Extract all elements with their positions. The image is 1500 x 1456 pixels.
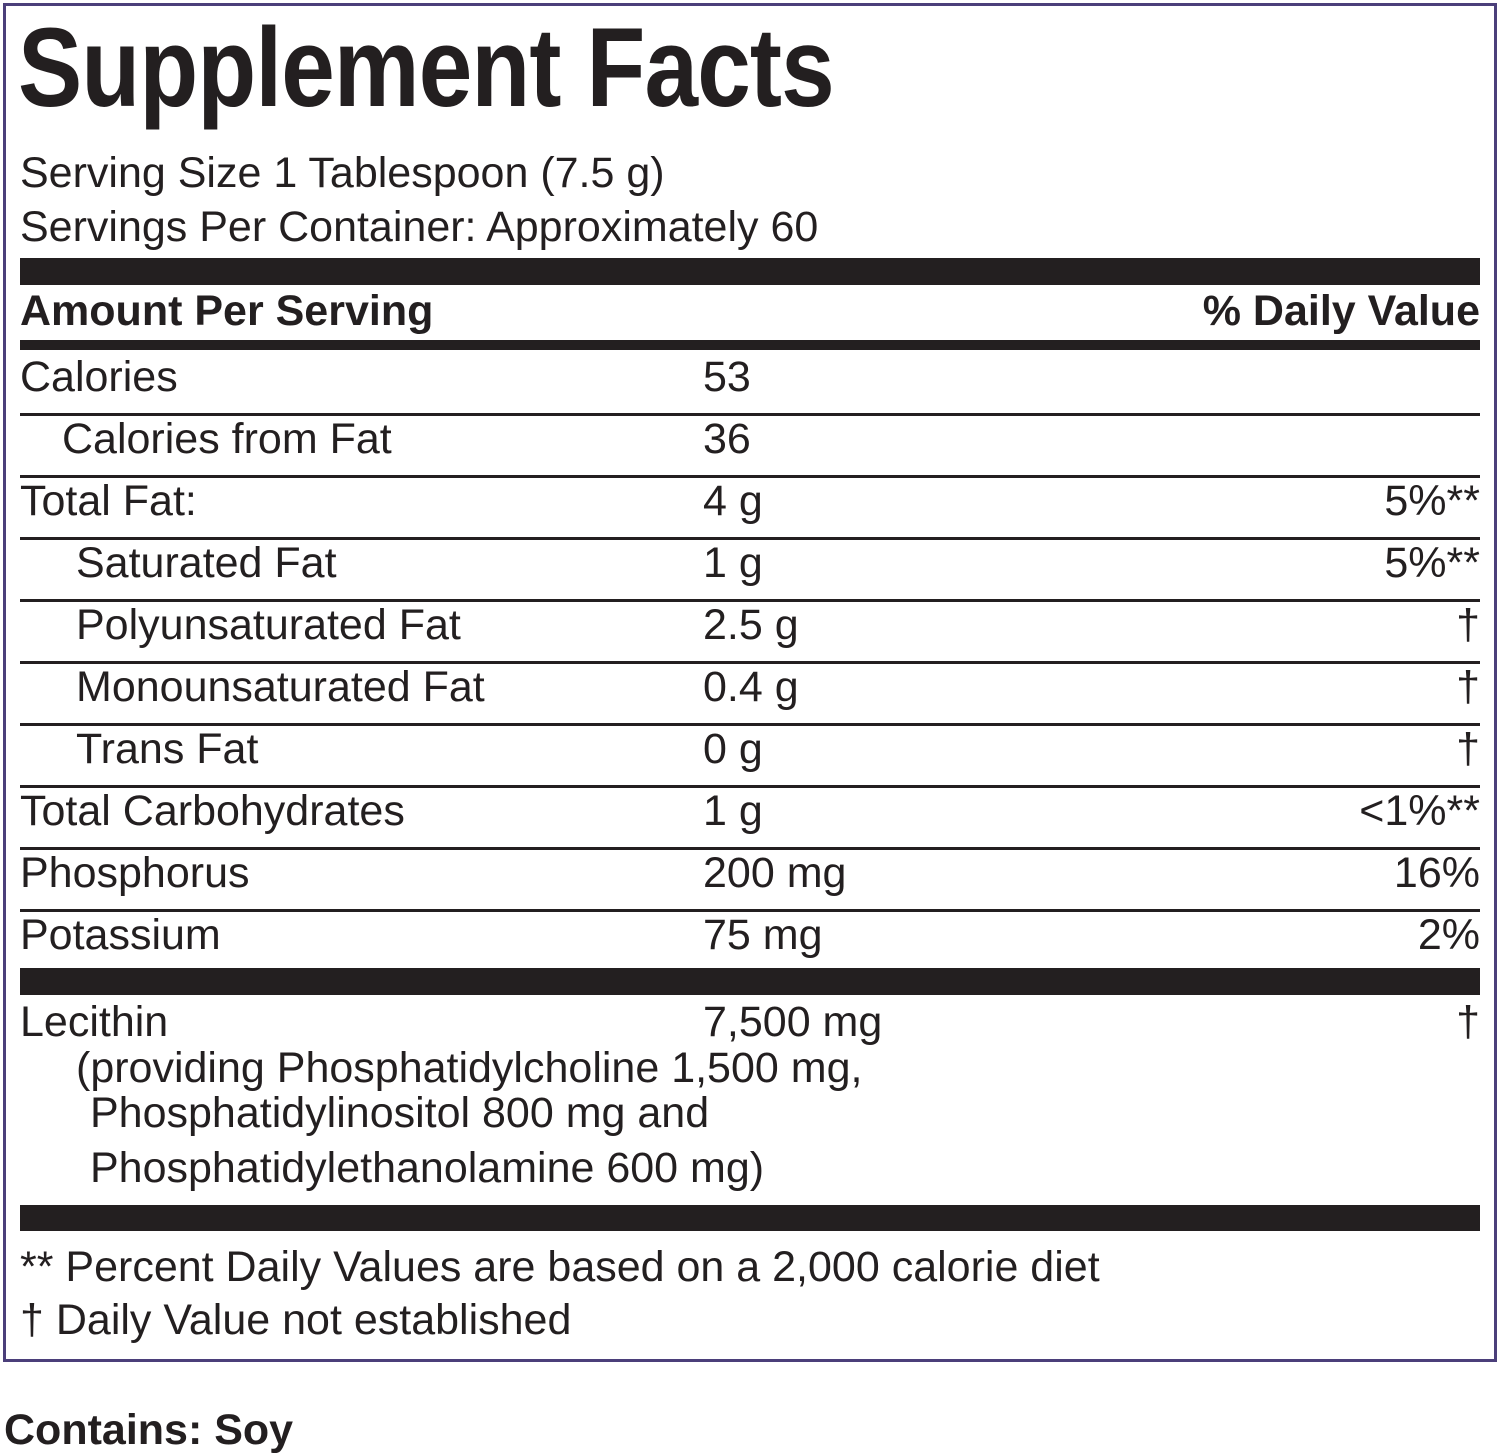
nutrient-name: Calories xyxy=(20,353,178,401)
nutrient-amount: 75 mg xyxy=(703,911,823,959)
nutrient-amount: 36 xyxy=(703,415,751,463)
thin-rule xyxy=(20,723,1480,726)
nutrient-amount: 0 g xyxy=(703,725,763,773)
nutrient-daily-value: † xyxy=(1456,601,1480,649)
lecithin-detail: Phosphatidylinositol 800 mg and xyxy=(90,1089,710,1137)
footnote: † Daily Value not established xyxy=(20,1296,572,1344)
thin-rule xyxy=(20,909,1480,912)
lecithin-name: Lecithin xyxy=(20,998,169,1046)
nutrient-name: Potassium xyxy=(20,911,221,959)
header-amount: Amount Per Serving xyxy=(20,287,434,335)
lecithin-amount: 7,500 mg xyxy=(703,998,883,1046)
nutrient-daily-value: <1%** xyxy=(1359,787,1480,835)
nutrient-amount: 200 mg xyxy=(703,849,847,897)
thick-rule xyxy=(20,968,1480,995)
thin-rule xyxy=(20,599,1480,602)
thin-rule xyxy=(20,661,1480,664)
title: Supplement Facts xyxy=(18,5,835,130)
nutrient-amount: 0.4 g xyxy=(703,663,799,711)
nutrient-amount: 1 g xyxy=(703,787,763,835)
thick-rule xyxy=(20,258,1480,285)
nutrient-name: Calories from Fat xyxy=(62,415,392,463)
nutrient-daily-value: 2% xyxy=(1417,911,1480,959)
thin-rule xyxy=(20,475,1480,478)
nutrient-daily-value: † xyxy=(1456,663,1480,711)
nutrient-daily-value: 5%** xyxy=(1384,477,1480,525)
thick-rule xyxy=(20,1205,1480,1231)
thin-rule xyxy=(20,537,1480,540)
label-frame xyxy=(3,3,1497,1362)
header-daily-value: % Daily Value xyxy=(1202,287,1480,335)
allergen-statement: Contains: Soy xyxy=(4,1406,294,1454)
nutrient-amount: 2.5 g xyxy=(703,601,799,649)
medium-rule xyxy=(20,340,1480,350)
nutrient-name: Saturated Fat xyxy=(76,539,337,587)
thin-rule xyxy=(20,847,1480,850)
lecithin-detail: Phosphatidylethanolamine 600 mg) xyxy=(90,1144,765,1192)
nutrient-amount: 1 g xyxy=(703,539,763,587)
nutrient-name: Total Carbohydrates xyxy=(20,787,405,835)
footnote: ** Percent Daily Values are based on a 2… xyxy=(20,1243,1100,1291)
serving-size: Serving Size 1 Tablespoon (7.5 g) xyxy=(20,149,665,197)
nutrient-daily-value: 5%** xyxy=(1384,539,1480,587)
nutrient-amount: 4 g xyxy=(703,477,763,525)
lecithin-daily-value: † xyxy=(1456,998,1480,1046)
thin-rule xyxy=(20,785,1480,788)
servings-per-container: Servings Per Container: Approximately 60 xyxy=(20,203,819,251)
nutrient-name: Polyunsaturated Fat xyxy=(76,601,461,649)
nutrient-name: Phosphorus xyxy=(20,849,250,897)
nutrient-amount: 53 xyxy=(703,353,751,401)
nutrient-daily-value: † xyxy=(1456,725,1480,773)
nutrient-name: Monounsaturated Fat xyxy=(76,663,485,711)
nutrient-name: Total Fat: xyxy=(20,477,197,525)
lecithin-detail: (providing Phosphatidylcholine 1,500 mg, xyxy=(76,1044,863,1092)
nutrient-name: Trans Fat xyxy=(76,725,259,773)
thin-rule xyxy=(20,413,1480,416)
nutrient-daily-value: 16% xyxy=(1393,849,1480,897)
